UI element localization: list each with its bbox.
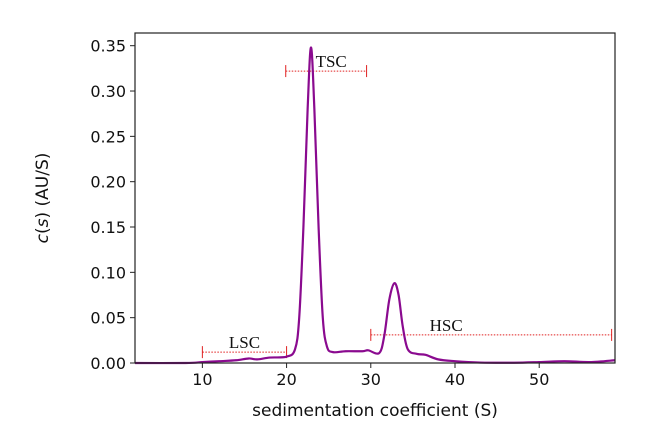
- y-tick-label: 0.00: [90, 354, 126, 373]
- x-tick-label: 50: [529, 370, 549, 389]
- annotation-label: HSC: [430, 316, 463, 335]
- y-tick-label: 0.30: [90, 82, 126, 101]
- y-axis: 0.00 0.05 0.10 0.15 0.20 0.25 0.30 0.35: [90, 37, 135, 373]
- x-axis-label: sedimentation coefficient (S): [252, 401, 498, 421]
- annotation-tsc: TSC: [285, 52, 368, 78]
- y-tick-label: 0.05: [90, 309, 126, 328]
- y-label-rest: ) (AU/S): [33, 153, 53, 219]
- y-tick-label: 0.15: [90, 218, 126, 237]
- annotation-label: TSC: [316, 52, 347, 71]
- y-label-c: c: [33, 233, 53, 243]
- y-label-open: (: [33, 227, 53, 234]
- y-tick-label: 0.10: [90, 263, 126, 282]
- annotation-hsc: HSC: [370, 316, 613, 341]
- x-tick-label: 10: [192, 370, 212, 389]
- x-tick-label: 40: [445, 370, 465, 389]
- plot-area: LSC TSC HSC: [134, 46, 616, 365]
- x-axis: 10 20 30 40 50: [192, 363, 549, 389]
- annotation-lsc: LSC: [201, 333, 288, 359]
- y-axis-label: c(s) (AU/S): [33, 153, 53, 244]
- y-tick-label: 0.35: [90, 37, 126, 56]
- y-tick-label: 0.25: [90, 127, 126, 146]
- plot-frame: [134, 32, 616, 364]
- x-tick-label: 20: [276, 370, 296, 389]
- cs-distribution-line: [134, 46, 616, 365]
- y-tick-label: 0.20: [90, 173, 126, 192]
- x-tick-label: 30: [361, 370, 381, 389]
- annotation-label: LSC: [229, 333, 260, 352]
- y-label-s: s: [33, 218, 53, 227]
